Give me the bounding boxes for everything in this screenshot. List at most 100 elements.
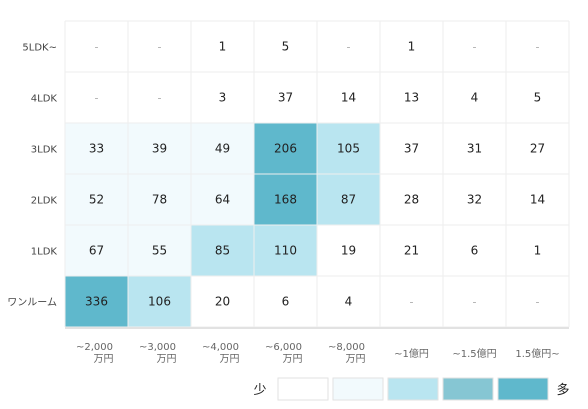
heatmap-cell — [191, 174, 254, 225]
heatmap-cell — [380, 21, 443, 72]
cell-value-label: 3 — [219, 91, 227, 105]
legend-swatch — [387, 377, 439, 401]
cell-value-label: 6 — [471, 244, 479, 258]
heatmap-cell — [443, 276, 506, 327]
column-label-unit: 万円 — [94, 354, 114, 365]
cell-value-label: 21 — [404, 244, 419, 258]
heatmap-cell — [443, 225, 506, 276]
cell-value-label: 105 — [337, 142, 360, 156]
heatmap-cell — [191, 123, 254, 174]
cell-value-label: 20 — [215, 295, 230, 309]
heatmap-cell — [443, 174, 506, 225]
cell-value-label: 27 — [530, 142, 545, 156]
heatmap-cell — [254, 174, 317, 225]
heatmap-cell — [380, 72, 443, 123]
legend-swatch — [442, 377, 494, 401]
cell-value-label: 5 — [534, 91, 542, 105]
heatmap-cell — [128, 123, 191, 174]
cell-value-label: 78 — [152, 193, 167, 207]
cell-value-label: 87 — [341, 193, 356, 207]
heatmap-cell — [191, 276, 254, 327]
cell-value-label: 67 — [89, 244, 104, 258]
cell-value-label: 49 — [215, 142, 230, 156]
heatmap-cell — [443, 72, 506, 123]
cell-missing-label: - — [158, 41, 162, 54]
heatmap-cell — [128, 276, 191, 327]
heatmap-cell — [506, 72, 569, 123]
heatmap-cell — [254, 276, 317, 327]
cell-value-label: 32 — [467, 193, 482, 207]
heatmap-cell — [191, 72, 254, 123]
column-label-unit: 万円 — [157, 354, 177, 365]
column-label-unit: 万円 — [220, 354, 240, 365]
cell-missing-label: - — [410, 296, 414, 309]
legend-high-label: 多 — [556, 382, 569, 398]
cell-missing-label: - — [536, 296, 540, 309]
cell-value-label: 206 — [274, 142, 297, 156]
cell-missing-label: - — [95, 92, 99, 105]
heatmap-cell — [380, 123, 443, 174]
column-label-unit: 万円 — [283, 354, 303, 365]
column-label: ~4,000 — [202, 342, 239, 353]
cell-value-label: 28 — [404, 193, 419, 207]
cell-missing-label: - — [473, 296, 477, 309]
cell-value-label: 31 — [467, 142, 482, 156]
heatmap-cell — [128, 72, 191, 123]
cell-value-label: 19 — [341, 244, 356, 258]
cell-value-label: 37 — [404, 142, 419, 156]
heatmap-cell — [65, 21, 128, 72]
row-label: 5LDK~ — [22, 43, 57, 54]
column-label: ~2,000 — [76, 342, 113, 353]
legend-low-label: 少 — [253, 383, 266, 398]
heatmap-cell — [191, 21, 254, 72]
heatmap-cell — [65, 225, 128, 276]
row-label: 3LDK — [31, 145, 58, 156]
heatmap-cell — [254, 72, 317, 123]
column-label: 1.5億円~ — [515, 347, 559, 360]
heatmap-cell — [506, 174, 569, 225]
column-label: ~8,000 — [328, 342, 365, 353]
heatmap-cell — [317, 123, 380, 174]
cell-missing-label: - — [95, 41, 99, 54]
heatmap-cell — [65, 72, 128, 123]
cell-value-label: 14 — [341, 91, 356, 105]
heatmap-cell — [254, 21, 317, 72]
cell-value-label: 52 — [89, 193, 104, 207]
heatmap-cell — [191, 225, 254, 276]
heatmap-cell — [317, 21, 380, 72]
cell-missing-label: - — [158, 92, 162, 105]
column-label: ~1.5億円 — [452, 347, 496, 360]
cell-value-label: 39 — [152, 142, 167, 156]
cell-missing-label: - — [536, 41, 540, 54]
cell-value-label: 106 — [148, 295, 171, 309]
heatmap-cell — [317, 72, 380, 123]
heatmap-cell — [506, 225, 569, 276]
heatmap-cell — [65, 276, 128, 327]
heatmap-cell — [317, 174, 380, 225]
row-label: 1LDK — [31, 247, 58, 258]
row-label: 4LDK — [31, 94, 58, 105]
legend-swatch — [497, 377, 549, 401]
cell-value-label: 64 — [215, 193, 230, 207]
heatmap-cell — [380, 174, 443, 225]
legend-swatch — [332, 377, 384, 401]
cell-value-label: 110 — [274, 244, 297, 258]
cell-missing-label: - — [347, 41, 351, 54]
cell-value-label: 336 — [85, 295, 108, 309]
row-label: ワンルーム — [7, 297, 57, 309]
cell-value-label: 4 — [471, 91, 479, 105]
column-label: ~3,000 — [139, 342, 176, 353]
heatmap-cell — [65, 123, 128, 174]
heatmap-cell — [506, 276, 569, 327]
cell-value-label: 4 — [345, 295, 353, 309]
cell-value-label: 85 — [215, 244, 230, 258]
heatmap-cell — [317, 276, 380, 327]
cell-value-label: 55 — [152, 244, 167, 258]
heatmap-cell — [128, 225, 191, 276]
cell-value-label: 33 — [89, 142, 104, 156]
heatmap-cell — [254, 225, 317, 276]
heatmap-cell — [380, 276, 443, 327]
heatmap-cell — [443, 123, 506, 174]
cell-missing-label: - — [473, 41, 477, 54]
heatmap-cell — [254, 123, 317, 174]
